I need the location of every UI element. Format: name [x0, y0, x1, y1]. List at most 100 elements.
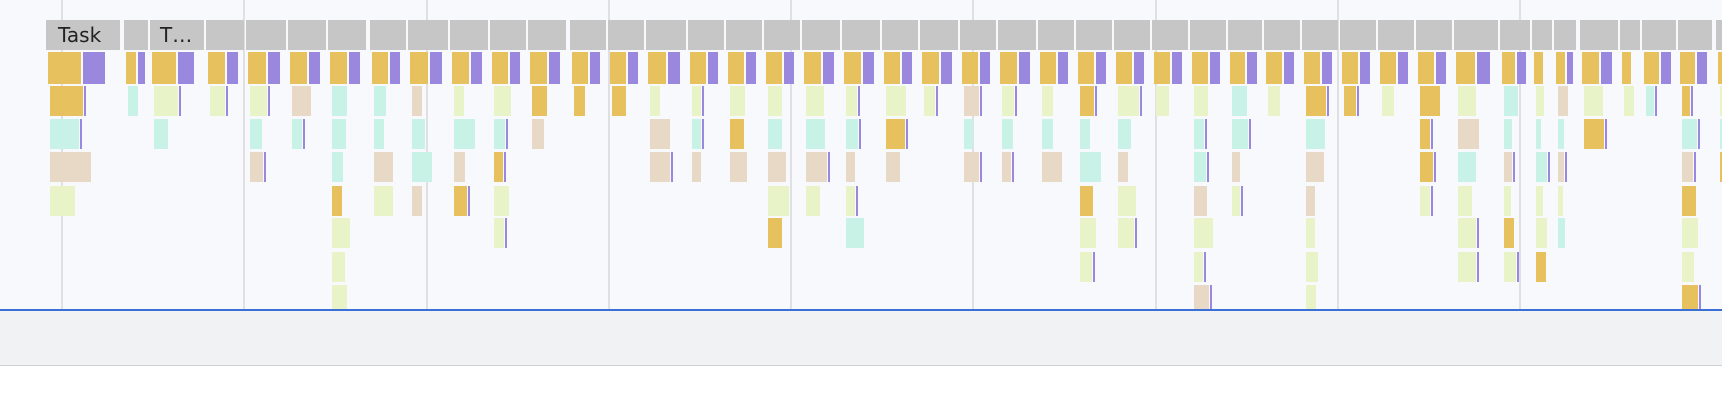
nested-event[interactable] — [332, 119, 346, 149]
nested-event[interactable] — [128, 86, 138, 116]
nested-event[interactable] — [612, 86, 626, 116]
nested-event[interactable] — [1584, 86, 1603, 116]
function-call-event[interactable] — [510, 52, 520, 84]
nested-event[interactable] — [886, 119, 905, 149]
nested-event[interactable] — [1420, 152, 1433, 182]
function-call-marker[interactable] — [856, 186, 858, 216]
function-call-event[interactable] — [1284, 52, 1294, 84]
function-call-marker[interactable] — [1477, 218, 1479, 248]
function-call-event[interactable] — [1360, 52, 1370, 84]
nested-event[interactable] — [210, 86, 225, 116]
scripting-event[interactable] — [1342, 52, 1358, 84]
nested-event[interactable] — [1080, 218, 1096, 248]
task-block[interactable] — [882, 20, 918, 50]
nested-event[interactable] — [494, 119, 505, 149]
function-call-event[interactable] — [590, 52, 600, 84]
function-call-marker[interactable] — [1431, 119, 1433, 149]
nested-event[interactable] — [332, 152, 343, 182]
task-block[interactable] — [842, 20, 880, 50]
task-block[interactable] — [288, 20, 326, 50]
nested-event[interactable] — [1118, 152, 1128, 182]
nested-event[interactable] — [50, 119, 79, 149]
nested-event[interactable] — [692, 152, 701, 182]
function-call-marker[interactable] — [858, 86, 860, 116]
nested-event[interactable] — [454, 86, 464, 116]
function-call-marker[interactable] — [1477, 252, 1479, 282]
nested-event[interactable] — [1306, 152, 1324, 182]
task-block[interactable] — [370, 20, 406, 50]
nested-event[interactable] — [1194, 152, 1206, 182]
function-call-marker[interactable] — [1357, 86, 1359, 116]
scripting-event[interactable] — [208, 52, 225, 84]
function-call-marker[interactable] — [1698, 119, 1700, 149]
function-call-event[interactable] — [1096, 52, 1106, 84]
task-block[interactable] — [246, 20, 286, 50]
function-call-marker[interactable] — [264, 152, 266, 182]
scripting-event[interactable] — [962, 52, 978, 84]
nested-event[interactable] — [250, 152, 263, 182]
nested-event[interactable] — [1080, 119, 1090, 149]
function-call-marker[interactable] — [702, 119, 704, 149]
function-call-event[interactable] — [746, 52, 756, 84]
nested-event[interactable] — [332, 186, 342, 216]
nested-event[interactable] — [412, 186, 422, 216]
function-call-marker[interactable] — [671, 152, 673, 182]
function-call-event[interactable] — [784, 52, 794, 84]
nested-event[interactable] — [1682, 252, 1694, 282]
task-block[interactable] — [1114, 20, 1150, 50]
nested-event[interactable] — [1504, 119, 1512, 149]
function-call-event[interactable] — [1172, 52, 1182, 84]
scripting-event[interactable] — [1116, 52, 1132, 84]
task-block[interactable] — [528, 20, 566, 50]
function-call-marker[interactable] — [1548, 152, 1550, 182]
nested-event[interactable] — [768, 86, 782, 116]
nested-event[interactable] — [1558, 152, 1564, 182]
function-call-marker[interactable] — [1699, 285, 1701, 310]
scripting-event[interactable] — [1078, 52, 1094, 84]
nested-event[interactable] — [1306, 119, 1325, 149]
nested-event[interactable] — [332, 86, 347, 116]
task-block[interactable] — [1302, 20, 1338, 50]
task-block[interactable] — [726, 20, 762, 50]
nested-event[interactable] — [1042, 152, 1062, 182]
nested-event[interactable] — [1232, 186, 1240, 216]
nested-event[interactable] — [532, 119, 544, 149]
nested-event[interactable] — [154, 86, 178, 116]
nested-event[interactable] — [1558, 186, 1563, 216]
nested-event[interactable] — [374, 186, 393, 216]
task-block[interactable] — [328, 20, 366, 50]
task-block[interactable] — [206, 20, 244, 50]
function-call-marker[interactable] — [1095, 86, 1097, 116]
nested-event[interactable] — [692, 119, 701, 149]
scripting-event[interactable] — [572, 52, 588, 84]
scripting-event[interactable] — [766, 52, 782, 84]
function-call-marker[interactable] — [1210, 285, 1212, 310]
function-call-marker[interactable] — [828, 152, 830, 182]
scripting-event[interactable] — [330, 52, 347, 84]
scripting-event[interactable] — [804, 52, 821, 84]
function-call-marker[interactable] — [859, 119, 861, 149]
nested-event[interactable] — [332, 218, 350, 248]
nested-event[interactable] — [494, 218, 504, 248]
nested-event[interactable] — [650, 119, 670, 149]
function-call-event[interactable] — [1601, 52, 1612, 84]
nested-event[interactable] — [768, 152, 786, 182]
task-block[interactable] — [1580, 20, 1618, 50]
nested-event[interactable] — [250, 86, 267, 116]
task-block[interactable] — [1416, 20, 1452, 50]
nested-event[interactable] — [50, 152, 91, 182]
task-block[interactable] — [124, 20, 148, 50]
task-block[interactable] — [408, 20, 448, 50]
function-call-marker[interactable] — [980, 152, 982, 182]
nested-event[interactable] — [1306, 186, 1315, 216]
nested-event[interactable] — [494, 186, 509, 216]
task-block[interactable] — [1500, 20, 1530, 50]
function-call-event[interactable] — [178, 52, 194, 84]
nested-event[interactable] — [574, 86, 585, 116]
function-call-event[interactable] — [83, 52, 105, 84]
nested-event[interactable] — [1458, 119, 1479, 149]
scripting-event[interactable] — [844, 52, 861, 84]
flame-chart[interactable]: Task T… — [0, 0, 1722, 310]
function-call-marker[interactable] — [1015, 86, 1017, 116]
function-call-event[interactable] — [1019, 52, 1030, 84]
